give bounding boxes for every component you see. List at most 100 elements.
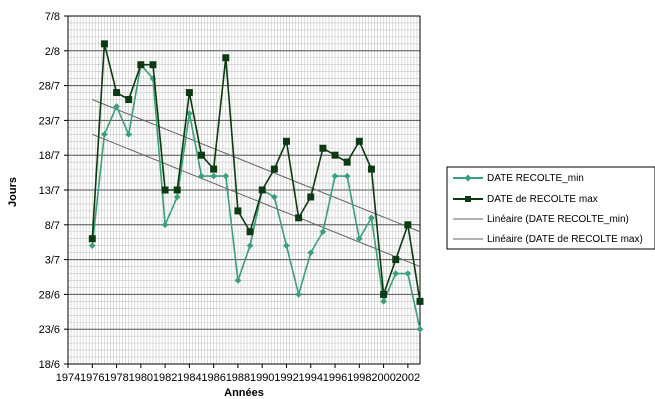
data-point-min: [295, 291, 302, 298]
data-point-max: [282, 137, 290, 145]
data-point-max: [100, 40, 108, 48]
x-tick-label: 1992: [274, 372, 298, 384]
data-point-min: [222, 172, 230, 180]
legend-box: [446, 166, 655, 250]
x-tick-label: 1980: [129, 372, 153, 384]
data-point-max: [404, 221, 412, 229]
y-tick-label: 13/7: [39, 185, 60, 197]
data-point-min: [307, 249, 315, 256]
data-point-max: [331, 151, 339, 159]
y-axis-title: Jours: [7, 177, 19, 207]
data-point-min: [210, 172, 217, 180]
legend-item-trend-max: Linéaire (DATE de RECOLTE max): [453, 234, 643, 245]
data-point-min: [88, 242, 96, 249]
data-point-max: [149, 61, 157, 69]
data-point-max: [137, 61, 145, 69]
data-point-min: [356, 235, 363, 243]
x-axis-title: Années: [224, 387, 264, 399]
series-group: [88, 40, 424, 333]
data-point-max: [258, 186, 266, 194]
legend-swatch-marker-max: [465, 196, 471, 202]
data-point-max: [343, 158, 351, 166]
data-point-min: [368, 214, 375, 222]
data-point-min: [113, 103, 120, 110]
data-point-min: [283, 242, 290, 249]
data-point-max: [367, 165, 375, 173]
data-point-max: [88, 235, 96, 243]
x-tick-label: 1998: [347, 372, 371, 384]
y-tick-label: 18/7: [39, 150, 60, 162]
trendlines: [92, 99, 421, 268]
legend-item-min: DATE RECOLTE_min: [453, 173, 584, 184]
y-tick-label: 18/6: [39, 359, 60, 371]
data-point-min: [198, 172, 205, 180]
y-tick-label: 23/6: [39, 324, 60, 336]
legend-swatch-marker-min: [464, 174, 472, 182]
y-tick-label: 7/8: [45, 11, 60, 23]
y-tick-label: 2/8: [45, 46, 60, 58]
y-tick-label: 3/7: [45, 255, 60, 267]
data-point-min: [125, 131, 132, 138]
legend-label-max: DATE de RECOLTE max: [487, 194, 598, 205]
data-point-min: [161, 221, 169, 229]
legend-label-trend-max: Linéaire (DATE de RECOLTE max): [487, 234, 643, 245]
legend-item-trend-min: Linéaire (DATE RECOLTE_min): [453, 214, 629, 225]
data-point-min: [101, 131, 108, 138]
data-point-max: [198, 151, 206, 159]
series-line-1: [91, 43, 421, 302]
data-point-max: [355, 137, 363, 145]
legend-item-max: DATE de RECOLTE max: [453, 194, 598, 205]
data-point-max: [392, 256, 400, 264]
trendline-1: [92, 99, 421, 233]
x-tick-label: 1990: [250, 372, 274, 384]
legend-label-min: DATE RECOLTE_min: [487, 173, 584, 184]
x-tick-label: 1996: [323, 372, 347, 384]
x-tick-label: 1994: [299, 372, 323, 384]
data-point-min: [392, 270, 400, 277]
legend-label-trend-min: Linéaire (DATE RECOLTE_min): [487, 214, 629, 225]
data-point-max: [222, 54, 230, 62]
data-point-min: [416, 325, 424, 333]
x-tick-label: 1982: [153, 372, 177, 384]
data-point-max: [380, 290, 388, 298]
x-tick-label: 1978: [104, 372, 128, 384]
x-tick-label: 1974: [56, 372, 80, 384]
data-point-max: [185, 89, 193, 97]
data-point-max: [113, 89, 121, 97]
data-point-max: [125, 96, 133, 104]
data-point-min: [404, 270, 412, 277]
data-point-min: [271, 193, 278, 201]
legend: DATE RECOLTE_min DATE de RECOLTE max Lin…: [446, 166, 655, 250]
x-tick-label: 1984: [177, 372, 201, 384]
data-point-min: [343, 172, 351, 180]
data-point-min: [319, 228, 327, 236]
y-tick-label: 23/7: [39, 115, 60, 127]
data-point-max: [416, 297, 424, 305]
data-point-max: [173, 186, 181, 194]
data-point-max: [270, 165, 278, 173]
data-point-max: [295, 214, 303, 222]
y-axis: 18/6 23/6 28/6 3/7 8/7 13/7 18/7 23/7 28/7 2/8 7/8: [39, 11, 68, 371]
y-tick-label: 28/7: [39, 81, 60, 93]
data-point-min: [331, 172, 339, 180]
data-point-min: [380, 298, 387, 305]
data-point-min: [173, 193, 181, 201]
trendline-0: [92, 133, 421, 268]
data-point-min: [246, 242, 254, 249]
x-tick-label: 2000: [371, 372, 395, 384]
x-tick-label: 2002: [396, 372, 420, 384]
x-tick-label: 1986: [201, 372, 225, 384]
x-tick-label: 1976: [80, 372, 104, 384]
data-point-max: [161, 186, 169, 194]
data-point-min: [234, 277, 242, 284]
x-tick-label: 1988: [226, 372, 250, 384]
y-tick-label: 28/6: [39, 289, 60, 301]
data-point-max: [234, 207, 242, 215]
data-point-max: [246, 228, 254, 236]
series-line-0: [91, 62, 421, 330]
x-axis: 1974 1976 1978 1980 1982 1984 1986 1988 1990 1992…: [56, 364, 420, 384]
data-point-max: [319, 144, 327, 152]
y-tick-label: 8/7: [45, 220, 60, 232]
data-point-max: [210, 165, 218, 173]
